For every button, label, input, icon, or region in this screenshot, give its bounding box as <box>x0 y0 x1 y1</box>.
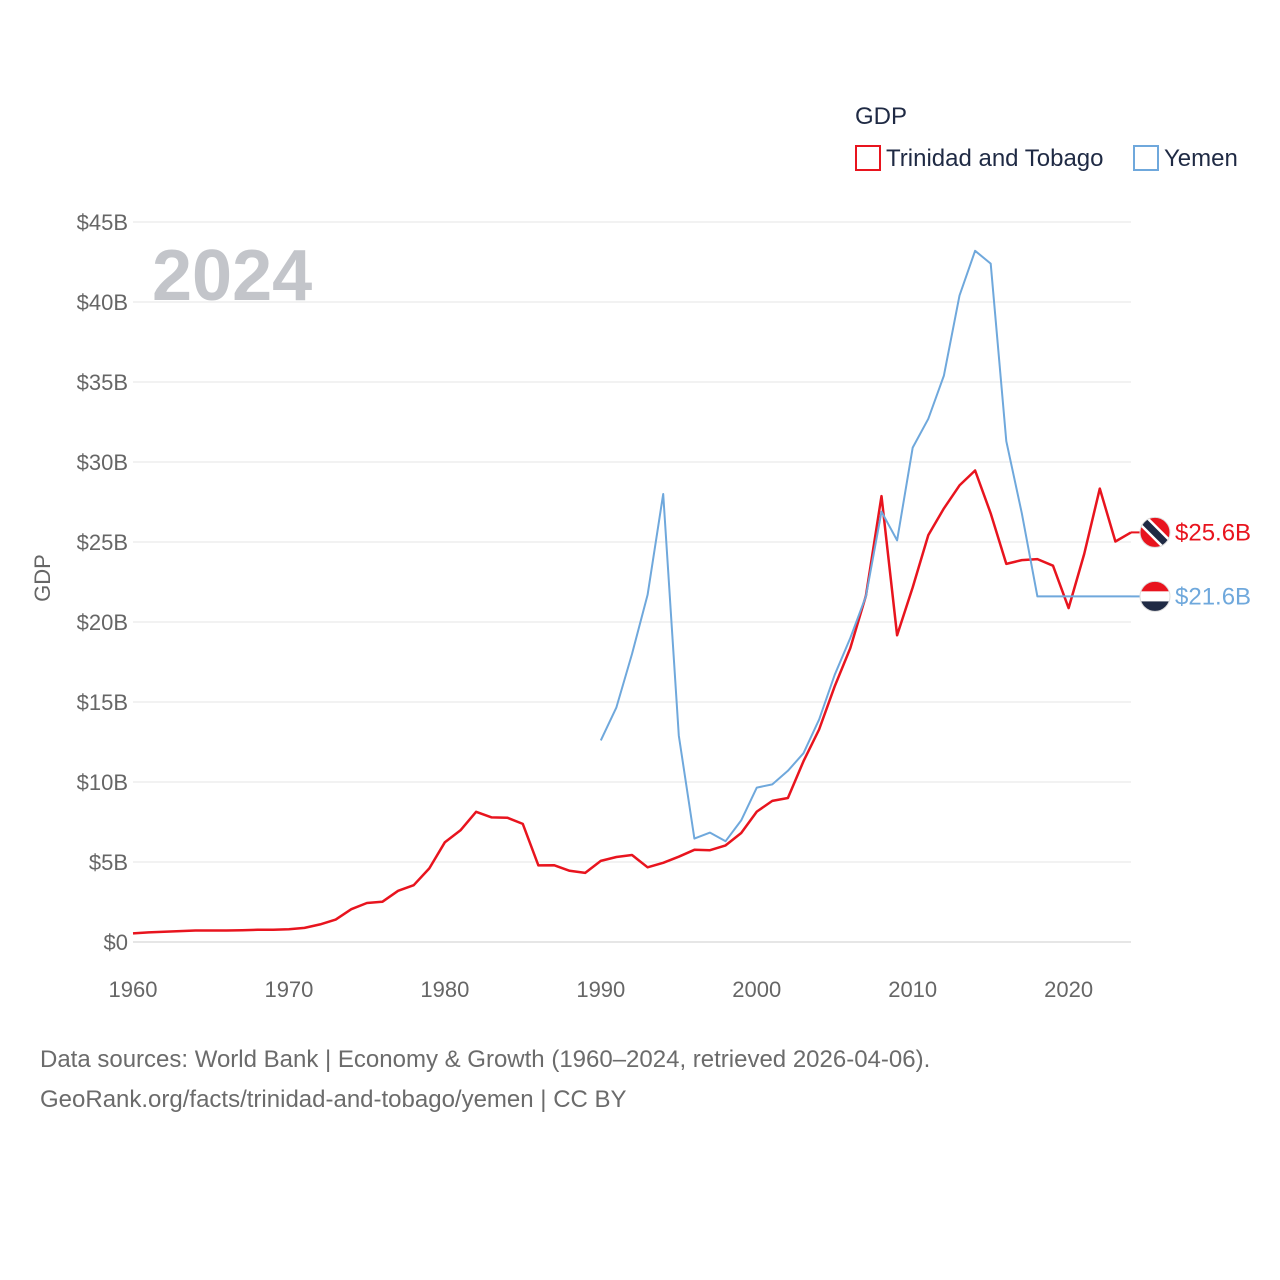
gridlines <box>133 221 1131 943</box>
y-tick-label: $10B <box>77 770 128 795</box>
y-tick-label: $15B <box>77 690 128 715</box>
x-axis-ticks: 1960 1970 1980 1990 2000 2010 2020 <box>109 977 1094 1002</box>
legend-swatch-trinidad <box>855 145 881 171</box>
y-axis-ticks: $0 $5B $10B $15B $20B $25B $30B $35B $40B $45B <box>77 210 128 955</box>
y-tick-label: $5B <box>89 850 128 875</box>
y-tick-label: $0 <box>104 930 128 955</box>
y-tick-label: $40B <box>77 290 128 315</box>
end-value-label: $21.6B <box>1175 583 1251 610</box>
y-tick-label: $25B <box>77 530 128 555</box>
x-tick-label: 1990 <box>576 977 625 1002</box>
highlight-year: 2024 <box>152 236 312 316</box>
yemen-flag-icon <box>1140 581 1170 612</box>
x-tick-label: 2020 <box>1044 977 1093 1002</box>
y-tick-label: $45B <box>77 210 128 235</box>
series-lines <box>132 249 1132 935</box>
legend-label-yemen: Yemen <box>1164 145 1238 172</box>
legend-label-trinidad: Trinidad and Tobago <box>886 145 1104 172</box>
y-axis-title: GDP <box>30 554 55 602</box>
legend-item-yemen[interactable]: Yemen <box>1133 145 1238 172</box>
end-value-label: $25.6B <box>1175 519 1251 546</box>
series-end-markers: $25.6B $21.6B <box>1131 516 1251 612</box>
source-line-1: Data sources: World Bank | Economy & Gro… <box>40 1046 931 1073</box>
source-line-2[interactable]: GeoRank.org/facts/trinidad-and-tobago/ye… <box>40 1086 627 1113</box>
x-tick-label: 1970 <box>264 977 313 1002</box>
legend-swatch-yemen <box>1133 145 1159 171</box>
x-tick-label: 2010 <box>888 977 937 1002</box>
y-tick-label: $30B <box>77 450 128 475</box>
x-tick-label: 1960 <box>109 977 158 1002</box>
trinidad-flag-icon <box>1140 517 1170 548</box>
x-tick-label: 2000 <box>732 977 781 1002</box>
legend-item-trinidad[interactable]: Trinidad and Tobago <box>855 145 1104 172</box>
legend-title: GDP <box>855 103 907 130</box>
y-tick-label: $20B <box>77 610 128 635</box>
x-tick-label: 1980 <box>420 977 469 1002</box>
y-tick-label: $35B <box>77 370 128 395</box>
source-note: Data sources: World Bank | Economy & Gro… <box>40 1040 1240 1120</box>
series-line-trinidad[interactable] <box>132 469 1132 935</box>
series-line-yemen[interactable] <box>599 249 1131 843</box>
